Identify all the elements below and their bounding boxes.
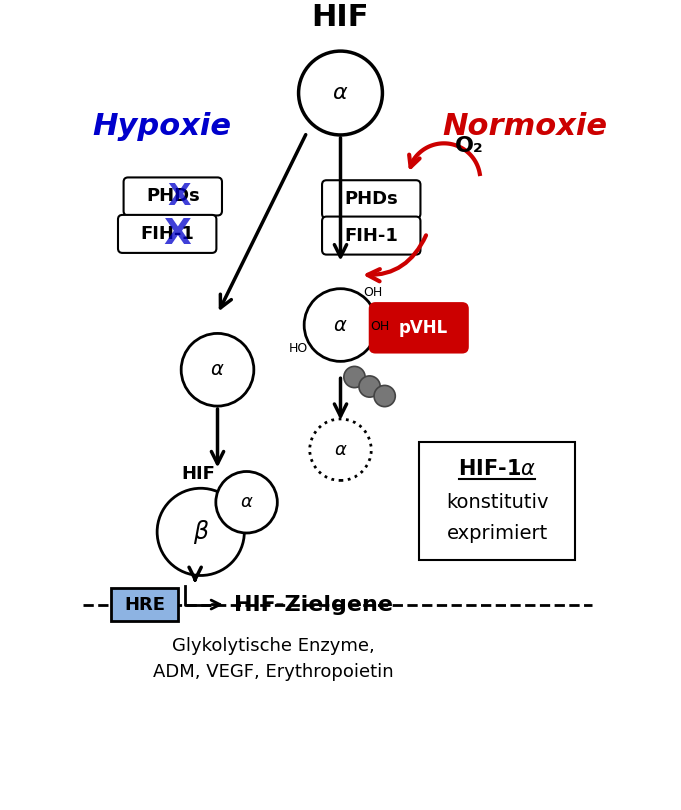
FancyBboxPatch shape — [322, 216, 420, 254]
Circle shape — [298, 51, 383, 135]
Text: PHDs: PHDs — [146, 187, 200, 206]
Text: HIF: HIF — [312, 2, 369, 32]
Text: HIF-Zielgene: HIF-Zielgene — [234, 595, 394, 615]
Text: O₂: O₂ — [455, 136, 484, 156]
FancyBboxPatch shape — [368, 302, 469, 353]
Circle shape — [310, 419, 371, 480]
Text: exprimiert: exprimiert — [447, 524, 548, 543]
Circle shape — [344, 366, 365, 388]
FancyBboxPatch shape — [118, 215, 217, 253]
Text: FIH-1: FIH-1 — [140, 225, 194, 243]
Circle shape — [181, 334, 254, 406]
Text: HRE: HRE — [125, 595, 165, 613]
FancyBboxPatch shape — [322, 181, 420, 218]
Text: Glykolytische Enzyme,: Glykolytische Enzyme, — [172, 637, 375, 655]
Text: Hypoxie: Hypoxie — [92, 112, 231, 141]
Text: $\alpha$: $\alpha$ — [334, 441, 347, 458]
Text: $\alpha$: $\alpha$ — [332, 83, 349, 103]
Text: Normoxie: Normoxie — [443, 112, 607, 141]
Text: X: X — [168, 182, 191, 211]
Circle shape — [374, 386, 395, 407]
Circle shape — [304, 288, 377, 361]
Circle shape — [216, 471, 277, 533]
Text: ADM, VEGF, Erythropoietin: ADM, VEGF, Erythropoietin — [153, 663, 394, 680]
Text: X: X — [163, 217, 191, 251]
Text: HIF: HIF — [181, 465, 215, 483]
Text: $\beta$: $\beta$ — [193, 518, 209, 546]
Text: $\alpha$: $\alpha$ — [333, 316, 348, 335]
FancyBboxPatch shape — [111, 588, 178, 620]
Text: HIF-1$\alpha$: HIF-1$\alpha$ — [458, 458, 536, 479]
Text: konstitutiv: konstitutiv — [446, 492, 548, 512]
Text: OH: OH — [363, 286, 383, 299]
Text: FIH-1: FIH-1 — [345, 227, 398, 245]
Text: OH: OH — [370, 320, 390, 333]
Text: PHDs: PHDs — [345, 190, 398, 208]
Text: pVHL: pVHL — [398, 319, 448, 337]
Circle shape — [157, 488, 244, 575]
FancyBboxPatch shape — [419, 442, 575, 560]
Text: $\alpha$: $\alpha$ — [210, 360, 225, 379]
FancyBboxPatch shape — [123, 177, 222, 215]
Text: $\alpha$: $\alpha$ — [240, 493, 253, 511]
Circle shape — [359, 376, 380, 397]
Text: HO: HO — [289, 342, 308, 355]
